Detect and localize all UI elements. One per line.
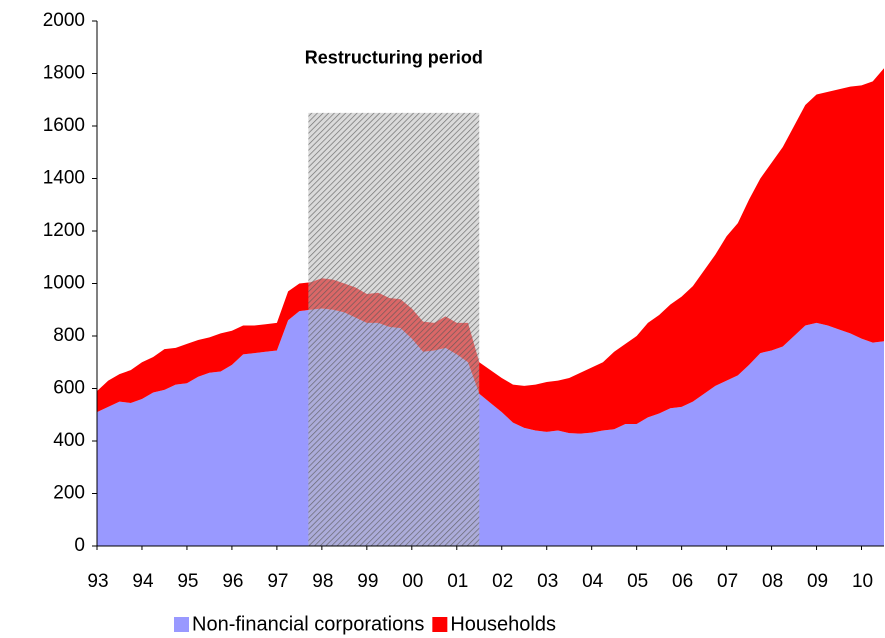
x-tick-label: 96	[222, 571, 243, 592]
x-tick-label: 08	[762, 571, 783, 592]
x-tick-label: 03	[537, 571, 558, 592]
x-tick-label: 93	[87, 571, 108, 592]
shaded-period	[308, 112, 480, 546]
x-tick-label: 02	[492, 571, 513, 592]
y-tick-label: 600	[53, 378, 85, 399]
y-tick-label: 800	[53, 325, 85, 346]
x-tick-label: 07	[717, 571, 738, 592]
x-tick-label: 06	[672, 571, 693, 592]
legend-label: Non-financial corporations	[192, 613, 424, 635]
legend-swatch	[432, 617, 448, 632]
x-tick-label: 00	[402, 571, 423, 592]
area	[97, 68, 884, 434]
x-tick-label: 99	[357, 571, 378, 592]
x-tick-label: 94	[132, 571, 154, 592]
y-tick-label: 1000	[43, 273, 85, 294]
x-tick-label: 01	[447, 571, 468, 592]
y-tick-label: 1200	[43, 220, 85, 241]
legend-label: Households	[450, 613, 556, 635]
y-tick-label: 1400	[43, 168, 85, 189]
x-tick-label: 05	[627, 571, 648, 592]
x-tick-label: 09	[807, 571, 828, 592]
y-tick-label: 400	[53, 430, 85, 451]
x-tick-label: 95	[177, 571, 198, 592]
x-tick-label: 04	[582, 571, 604, 592]
y-tick-label: 1600	[43, 115, 85, 136]
annotation-label: Restructuring period	[305, 48, 483, 68]
y-tick-label: 200	[53, 483, 85, 504]
legend-swatch	[174, 617, 189, 632]
area	[97, 308, 884, 546]
y-tick-label: 2000	[43, 10, 85, 31]
x-tick-label: 10	[852, 571, 873, 592]
y-tick-label: 0	[74, 535, 85, 556]
y-tick-label: 1800	[43, 63, 85, 84]
x-tick-label: 97	[267, 571, 288, 592]
x-tick-label: 98	[312, 571, 333, 592]
